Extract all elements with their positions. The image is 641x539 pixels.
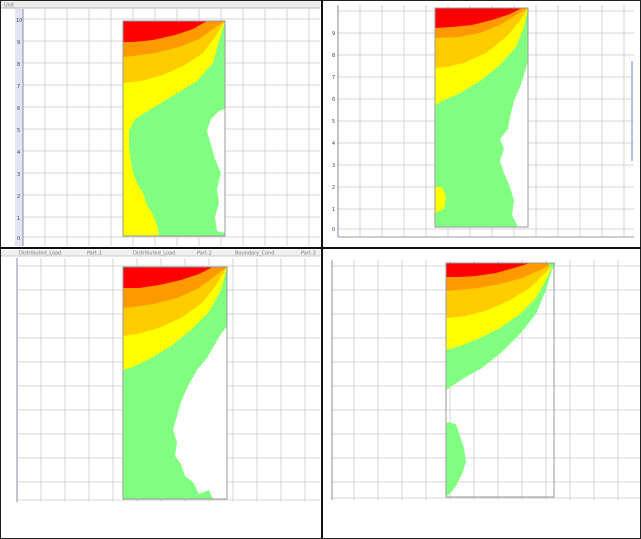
panel-divider-horizontal bbox=[0, 247, 641, 249]
y-tick: 10 bbox=[16, 18, 22, 24]
void-region bbox=[207, 109, 225, 233]
contour-plot-bottom-left: Distributed_Load Part-1 Distributed_Load… bbox=[1, 250, 320, 502]
y-tick: 6 bbox=[17, 106, 20, 112]
contour-band-yellow-bottom bbox=[435, 187, 446, 213]
y-axis-ticks: 9 8 7 6 5 4 3 2 1 0 bbox=[332, 31, 335, 233]
y-tick: 2 bbox=[17, 194, 20, 200]
y-tick: 7 bbox=[17, 84, 20, 90]
y-tick: 8 bbox=[332, 53, 335, 59]
contour-panel-top-right: 9 8 7 6 5 4 3 2 1 0 bbox=[324, 1, 640, 246]
tab-label[interactable]: Part-1 bbox=[87, 251, 102, 257]
window-header-strip bbox=[1, 1, 320, 8]
tab-label[interactable]: Part-3 bbox=[301, 251, 316, 257]
panel-divider-vertical bbox=[321, 0, 323, 539]
tab-label[interactable]: Part-2 bbox=[197, 251, 212, 257]
contour-panel-top-left: Unit 10 9 8 7 6 5 4 3 bbox=[1, 1, 320, 246]
contour-bands bbox=[123, 267, 227, 499]
tab-strip bbox=[1, 250, 320, 256]
contour-band-red bbox=[435, 8, 522, 28]
contour-plot-top-right: 9 8 7 6 5 4 3 2 1 0 bbox=[332, 5, 634, 238]
y-tick: 4 bbox=[332, 141, 335, 147]
y-tick: 2 bbox=[332, 185, 335, 191]
void-region bbox=[500, 61, 528, 227]
void-region bbox=[173, 326, 227, 499]
y-tick: 8 bbox=[17, 62, 20, 68]
contour-bands bbox=[123, 21, 225, 236]
y-tick: 3 bbox=[332, 163, 335, 169]
y-tick: 9 bbox=[332, 31, 335, 37]
contour-bands bbox=[446, 263, 556, 496]
y-tick: 6 bbox=[332, 97, 335, 103]
tab-label[interactable]: Boundary_Cond bbox=[235, 251, 274, 257]
y-axis-ticks: 10 9 8 7 6 5 4 3 2 1 0 bbox=[16, 18, 22, 242]
y-tick: 1 bbox=[332, 207, 335, 213]
tab-label[interactable]: Distributed_Load bbox=[133, 251, 175, 257]
contour-plot-top-left: Unit 10 9 8 7 6 5 4 3 bbox=[1, 1, 320, 246]
tabs: Distributed_Load Part-1 Distributed_Load… bbox=[19, 251, 316, 257]
contour-bands bbox=[435, 8, 528, 227]
y-tick: 4 bbox=[17, 150, 20, 156]
y-tick: 0 bbox=[17, 236, 20, 242]
y-tick: 1 bbox=[17, 216, 20, 222]
y-tick: 7 bbox=[332, 75, 335, 81]
model-outline bbox=[122, 20, 226, 237]
model-outline bbox=[122, 266, 228, 500]
contour-panel-bottom-left: Distributed_Load Part-1 Distributed_Load… bbox=[1, 250, 320, 537]
contour-band-red bbox=[123, 21, 207, 42]
y-tick: 3 bbox=[17, 172, 20, 178]
model-outline bbox=[445, 262, 555, 498]
y-axis-strip bbox=[15, 9, 23, 246]
tab-label[interactable]: Distributed_Load bbox=[19, 251, 61, 257]
header-label: Unit bbox=[4, 3, 14, 9]
y-tick: 0 bbox=[332, 227, 335, 233]
contour-band-green-lower bbox=[446, 422, 466, 496]
y-tick: 5 bbox=[17, 128, 20, 134]
contour-panel-bottom-right bbox=[324, 250, 640, 537]
y-tick: 9 bbox=[17, 40, 20, 46]
y-tick: 5 bbox=[332, 119, 335, 125]
contour-plot-bottom-right bbox=[331, 260, 640, 500]
contour-band-red bbox=[123, 267, 213, 288]
model-outline bbox=[434, 7, 529, 228]
contour-band-red bbox=[446, 263, 530, 277]
